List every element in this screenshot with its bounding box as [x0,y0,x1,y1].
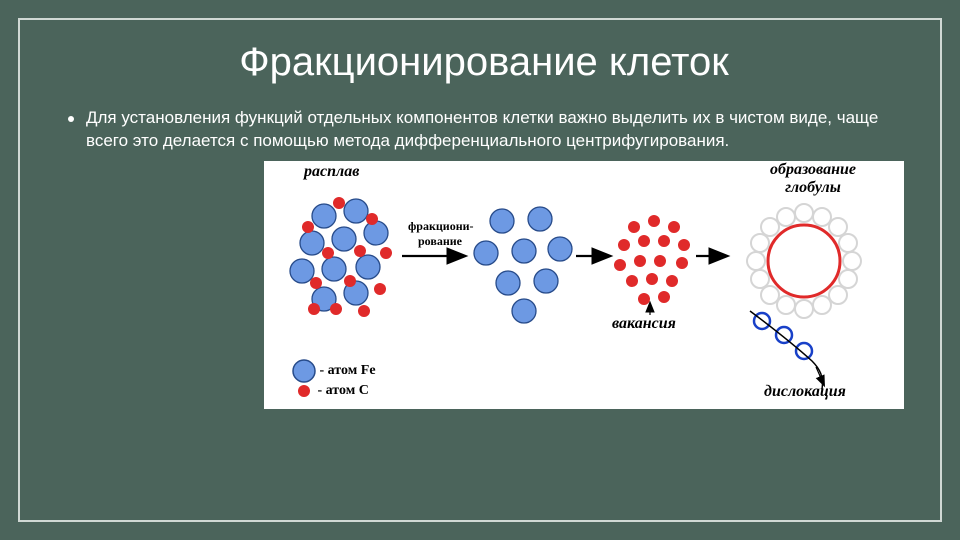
bullet-text: Для установления функций отдельных компо… [86,107,900,153]
label-fractionation: фракциони- рование [408,219,472,249]
bullet-item: Для установления функций отдельных компо… [68,107,900,153]
legend-fe-text: - атом Fe [320,363,376,378]
legend-fe: - атом Fe [292,359,376,383]
label-vacancy: вакансия [612,315,676,333]
label-globule: образование глобулы [748,161,878,197]
fractionation-diagram: расплав фракциони- рование вакансия обра… [264,161,904,409]
label-dislocation: дислокация [764,383,846,401]
legend-c-text: - атом C [318,383,369,398]
label-melt: расплав [304,163,359,181]
slide-title: Фракционирование клеток [68,40,900,85]
slide-frame: Фракционирование клеток Для установления… [18,18,942,522]
bullet-dot-icon [68,116,74,122]
legend-c: - атом C [294,383,369,399]
